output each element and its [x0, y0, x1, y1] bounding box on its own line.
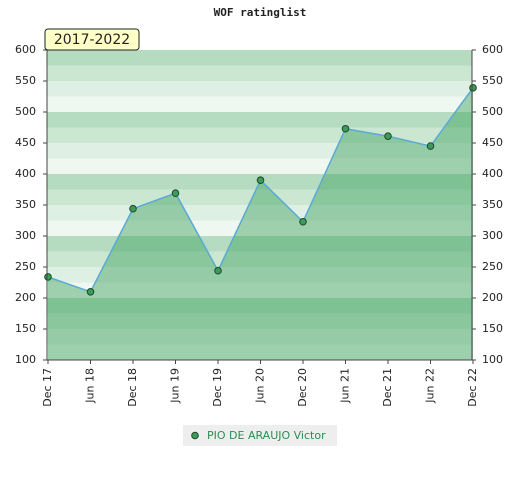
background-stripe: [47, 329, 472, 338]
point: [426, 142, 435, 150]
background-stripe: [47, 158, 472, 167]
background-stripe: [47, 212, 472, 221]
x-tick-label: Jun 22: [424, 368, 437, 404]
background-stripe: [47, 65, 472, 74]
background-stripe: [47, 336, 472, 345]
background-stripe: [47, 344, 472, 353]
x-tick-label: Dec 20: [296, 368, 309, 407]
background-stripe: [47, 57, 472, 66]
background-stripe: [47, 236, 472, 245]
y2-tick-label: 550: [482, 74, 503, 87]
annotation: 2017-2022: [54, 32, 130, 48]
background-stripe: [47, 259, 472, 268]
background-stripe: [47, 181, 472, 190]
legend-marker: [191, 431, 199, 440]
x-tick-label: Dec 17: [41, 368, 54, 407]
point: [86, 288, 95, 296]
y-tick-label: 450: [15, 136, 36, 149]
x-tick-label: Jun 18: [84, 368, 97, 404]
x-tick-label: Dec 19: [211, 368, 224, 407]
background-stripe: [47, 251, 472, 260]
point: [214, 266, 222, 275]
point: [171, 189, 180, 198]
y2-tick-label: 100: [482, 353, 503, 366]
y-tick-label: 100: [15, 353, 36, 366]
point: [384, 132, 392, 140]
point: [341, 124, 350, 133]
background-stripe: [47, 88, 472, 97]
x-tick-label: Jun 21: [339, 368, 352, 404]
y-tick-label: 600: [15, 43, 36, 56]
background-stripe: [47, 104, 472, 113]
background-stripe: [47, 321, 472, 330]
x-tick-label: Jun 19: [169, 368, 182, 404]
y-tick-label: 200: [15, 291, 36, 304]
background-stripe: [47, 243, 472, 252]
background-stripe: [47, 352, 472, 361]
y2-tick-label: 200: [482, 291, 503, 304]
background-stripe: [47, 112, 472, 121]
y2-tick-label: 150: [482, 322, 503, 335]
background-stripe: [47, 81, 472, 90]
background-stripe: [47, 189, 472, 198]
y2-tick-label: 600: [482, 43, 503, 56]
annotation-box: [44, 28, 140, 51]
chart-title: WOF ratinglist: [214, 6, 307, 19]
background-stripe: [47, 166, 472, 175]
background-stripe: [47, 205, 472, 214]
legend-box: [183, 425, 337, 446]
background-stripe: [47, 267, 472, 276]
background-stripe: [47, 313, 472, 322]
background-stripe: [47, 274, 472, 283]
point: [44, 273, 52, 281]
point: [299, 217, 307, 226]
background-stripe: [47, 119, 472, 128]
y-tick-label: 150: [15, 322, 36, 335]
background-stripe: [47, 143, 472, 152]
y-tick-label: 250: [15, 260, 36, 273]
background-stripe: [47, 135, 472, 144]
point: [256, 176, 265, 184]
x-tick-label: Jun 20: [254, 368, 267, 404]
background-stripe: [47, 73, 472, 82]
background-stripe: [47, 127, 472, 136]
point: [129, 204, 137, 213]
background-stripe: [47, 298, 472, 307]
y2-tick-label: 250: [482, 260, 503, 273]
background-stripe: [47, 197, 472, 206]
y2-tick-label: 400: [482, 167, 503, 180]
area: [48, 87, 473, 360]
background-stripe: [47, 228, 472, 237]
background-stripe: [47, 290, 472, 299]
y-tick-label: 350: [15, 198, 36, 211]
y-tick-label: 400: [15, 167, 36, 180]
legend-label: PIO DE ARAUJO Victor: [207, 429, 326, 442]
x-tick-label: Dec 18: [126, 368, 139, 407]
y-tick-label: 550: [15, 74, 36, 87]
background-stripe: [47, 305, 472, 314]
background-stripe: [47, 220, 472, 229]
y2-tick-label: 350: [482, 198, 503, 211]
y-tick-label: 300: [15, 229, 36, 242]
background-stripe: [47, 96, 472, 105]
y2-tick-label: 450: [482, 136, 503, 149]
background-stripe: [47, 150, 472, 159]
x-tick-label: Dec 22: [466, 368, 479, 407]
y-tick-label: 500: [15, 105, 36, 118]
y2-tick-label: 500: [482, 105, 503, 118]
point: [469, 84, 477, 92]
background-stripe: [47, 282, 472, 291]
background-stripe: [47, 50, 472, 59]
x-tick-label: Dec 21: [381, 368, 394, 407]
y2-tick-label: 300: [482, 229, 503, 242]
